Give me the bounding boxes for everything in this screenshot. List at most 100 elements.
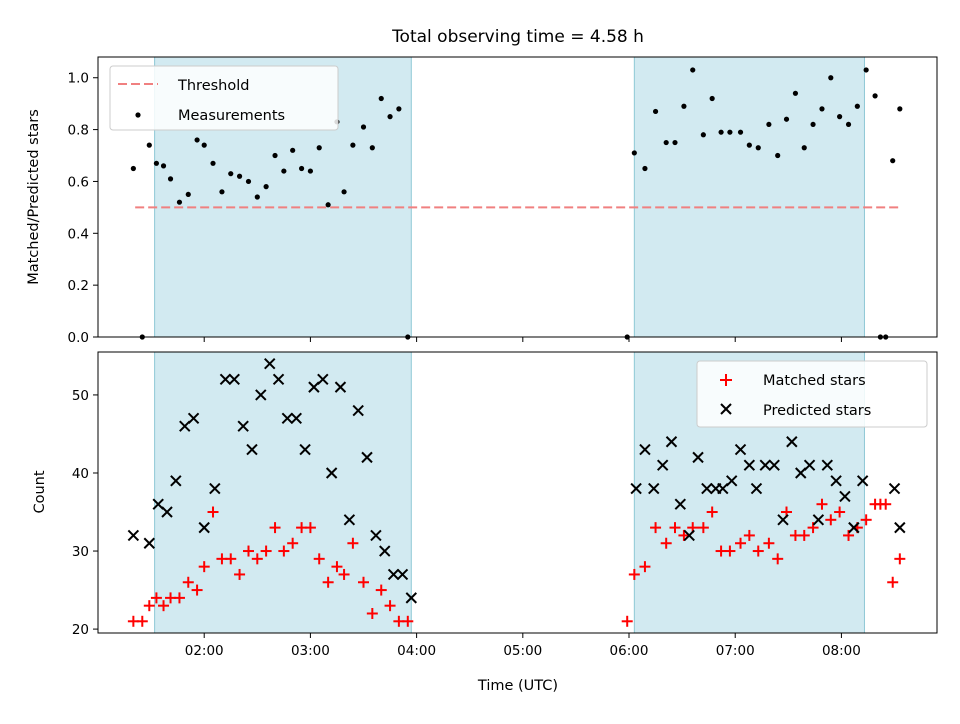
x-tick-label: 05:00 (503, 643, 542, 659)
top-legend-box (109, 65, 339, 131)
matched-star-marker (366, 607, 378, 619)
measurement-point (316, 145, 322, 151)
matched-star-marker (763, 537, 775, 549)
predicted-star-marker (379, 545, 391, 557)
measurement-point (766, 121, 772, 128)
measurement-point (254, 194, 260, 200)
measurement-point (185, 191, 191, 198)
predicted-star-marker (299, 443, 311, 456)
predicted-star-marker (734, 443, 747, 456)
predicted-star-marker (692, 451, 704, 464)
measurement-point (245, 178, 252, 185)
measurement-point (700, 132, 706, 138)
legend-measurements-label: Measurements (178, 108, 285, 124)
measurement-point (272, 152, 278, 159)
measurement-point (775, 152, 781, 159)
y-tick-label: 0.4 (68, 226, 89, 242)
measurement-point (737, 129, 744, 135)
measurement-point (652, 108, 659, 115)
measurement-point (631, 150, 637, 156)
chart-title: Total observing time = 4.58 h (391, 27, 644, 47)
measurement-point (369, 145, 375, 151)
predicted-star-marker (143, 537, 156, 549)
predicted-star-marker (290, 412, 302, 425)
y-tick-label: 0.8 (68, 123, 89, 139)
bottom-axes: 02:00 03:00 04:00 05:00 06:00 07:00 08:00 20 30 4… (72, 388, 861, 659)
measurement-point (130, 165, 136, 172)
legend-threshold-label: Threshold (177, 78, 249, 94)
predicted-star-marker (743, 459, 756, 471)
predicted-star-marker (352, 404, 364, 417)
matched-star-marker (375, 584, 387, 596)
ratio-panel: 0.0 0.2 0.4 0.6 0.8 1.0 Matched/Predicted sta… (26, 56, 938, 346)
matched-star-marker (697, 522, 709, 534)
predicted-star-marker (656, 459, 669, 471)
predicted-star-marker (674, 498, 687, 510)
predicted-star-marker (759, 459, 771, 471)
matched-star-marker (173, 592, 185, 604)
measurement-point (709, 95, 715, 102)
matched-star-marker (287, 537, 299, 549)
matched-star-marker (772, 553, 784, 565)
measurement-point (845, 121, 852, 128)
predicted-star-marker (187, 412, 200, 425)
measurement-point (281, 168, 287, 174)
matched-star-marker (260, 545, 272, 557)
predicted-star-marker (127, 529, 140, 542)
matched-star-marker (724, 545, 736, 557)
predicted-star-marker (387, 568, 400, 581)
measurement-point (897, 106, 903, 112)
top-y-axis-label: Matched/Predicted stars (26, 109, 42, 285)
predicted-star-marker (170, 475, 182, 487)
x-tick-label: 02:00 (185, 643, 224, 659)
predicted-star-marker (396, 568, 409, 581)
predicted-star-marker (630, 482, 642, 495)
matched-star-marker (894, 553, 906, 565)
predicted-star-marker (717, 482, 729, 495)
matched-star-marker (313, 553, 325, 565)
matched-star-marker (338, 568, 350, 580)
matched-star-marker (735, 537, 747, 549)
predicted-star-marker (639, 443, 651, 456)
matched-star-marker (798, 529, 810, 541)
bottom-y-axis-label: Count (32, 470, 48, 513)
matched-star-marker (678, 529, 690, 541)
matched-star-marker (136, 615, 148, 627)
measurement-point (378, 95, 384, 102)
matched-star-marker (860, 514, 872, 526)
measurement-point (718, 129, 724, 135)
predicted-star-marker (246, 443, 258, 456)
predicted-star-marker (768, 459, 780, 471)
predicted-star-marker (370, 529, 382, 542)
measurement-point (801, 145, 807, 151)
y-tick-label: 40 (72, 466, 89, 482)
measurement-point (146, 142, 152, 148)
matched-star-marker (639, 561, 651, 573)
matched-star-marker (198, 561, 210, 573)
matched-star-marker (743, 529, 755, 541)
y-tick-label: 1.0 (68, 71, 89, 87)
matched-star-marker (669, 522, 681, 534)
predicted-star-marker (726, 475, 738, 487)
measurement-point (350, 142, 356, 148)
measurement-point (872, 93, 878, 99)
top-axes-frame (97, 56, 938, 338)
top-legend: Threshold Measurements (109, 65, 339, 131)
count-panel: 02:00 03:00 04:00 05:00 06:00 07:00 08:00 20 30 4… (32, 351, 938, 694)
predicted-star-marker (361, 451, 373, 464)
measurement-points (130, 67, 903, 340)
measurement-point (290, 147, 296, 153)
predicted-star-marker (665, 436, 678, 448)
measurement-point (160, 163, 167, 169)
y-tick-label: 0.2 (68, 278, 89, 294)
measurement-point (210, 160, 216, 166)
measurement-point (341, 189, 347, 195)
measurement-point (828, 75, 834, 81)
predicted-star-marker (821, 459, 833, 471)
predicted-star-marker (272, 373, 285, 386)
predicted-star-marker (812, 514, 825, 526)
matched-star-marker (150, 592, 162, 604)
matched-star-marker (304, 522, 316, 534)
bottom-axes-frame (97, 351, 938, 634)
